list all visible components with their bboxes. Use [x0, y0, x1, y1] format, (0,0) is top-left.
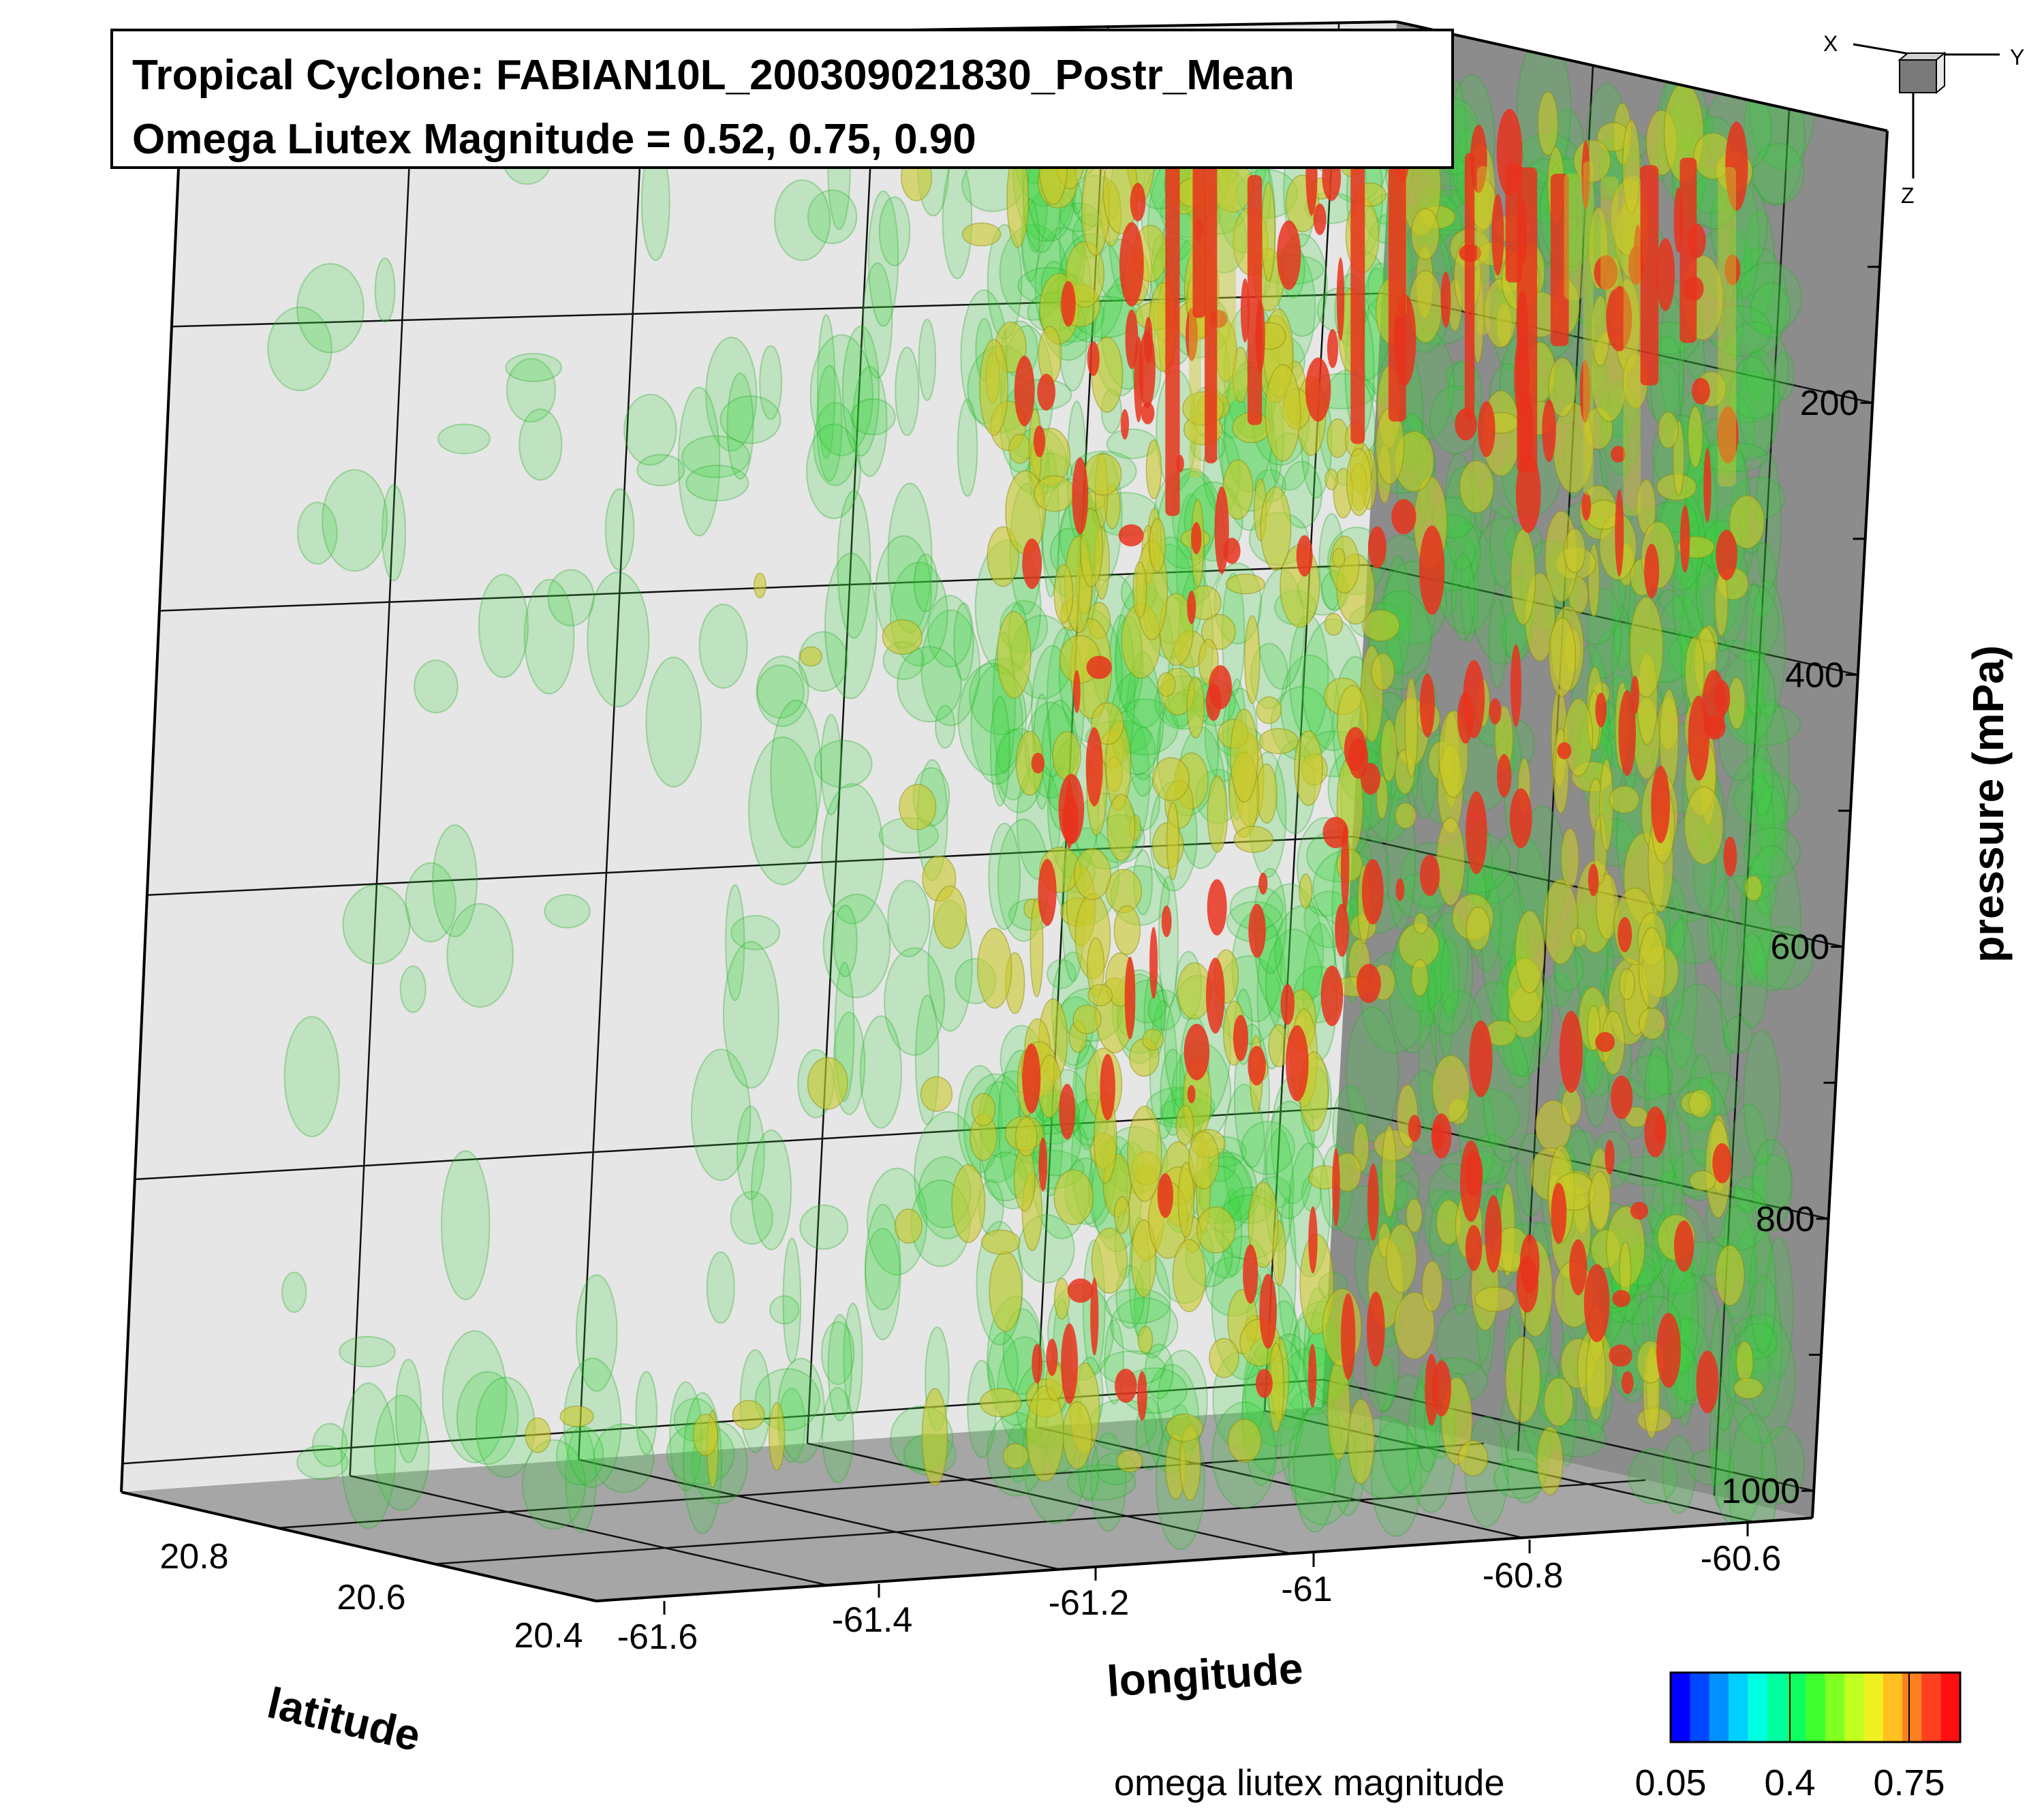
chart-subtitle: Omega Liutex Magnitude = 0.52, 0.75, 0.9…: [132, 116, 976, 163]
floor-grid-line: [350, 1474, 829, 1586]
colorbar-swatch: [1844, 1673, 1864, 1742]
latitude-axis-title: latitude: [263, 1678, 425, 1760]
colorbar-tick-label: 0.4: [1764, 1762, 1815, 1803]
latitude-tick-label: 20.8: [159, 1537, 228, 1577]
longitude-grid-line: [806, 30, 878, 1444]
orientation-triad: X Y Z: [1823, 31, 2024, 208]
longitude-axis-title: longitude: [1105, 1643, 1304, 1706]
longitude-grid-line: [1263, 22, 1340, 1412]
floor-plane: [121, 1407, 1812, 1601]
pressure-grid-line: [134, 1107, 1829, 1220]
longitude-tick-label: -61: [1281, 1570, 1332, 1609]
triad-x-label: X: [1823, 31, 1838, 56]
colorbar-swatch: [1921, 1673, 1942, 1742]
colorbar-tick-label: 0.75: [1873, 1762, 1945, 1803]
latitude-tick-label: 20.6: [337, 1578, 405, 1617]
floor-grid-line: [434, 1479, 1646, 1565]
pressure-axis-title: pressure (mPa): [1964, 645, 2013, 963]
colorbar-swatch: [1767, 1673, 1787, 1742]
pressure-tick-label: 1000: [1721, 1472, 1800, 1511]
pressure-grid-line: [122, 1378, 1814, 1492]
colorbar-swatch: [1671, 1673, 1690, 1742]
colorbar-swatch: [1729, 1673, 1748, 1742]
colorbar-swatch: [1690, 1673, 1710, 1742]
floor-grid-line: [1036, 1426, 1523, 1539]
pressure-tick-label: 600: [1771, 928, 1830, 967]
colorbar-swatch: [1940, 1673, 1961, 1742]
chart-title: Tropical Cyclone: FABIAN10L_200309021830…: [132, 52, 1295, 99]
triad-z-label: Z: [1901, 183, 1915, 208]
triad-cube-icon: [1899, 59, 1937, 93]
title-box: Tropical Cyclone: FABIAN10L_200309021830…: [110, 29, 1454, 169]
longitude-tick-label: -61.2: [1049, 1583, 1130, 1623]
colorbar-swatch: [1709, 1673, 1729, 1742]
triad-y-label: Y: [2010, 45, 2024, 69]
colorbar-swatch: [1883, 1673, 1903, 1742]
pressure-tick-label: 400: [1785, 655, 1844, 695]
longitude-grid-line: [577, 34, 647, 1460]
longitude-tick-label: -60.6: [1701, 1539, 1782, 1579]
pressure-tick-label: 200: [1800, 384, 1859, 423]
colorbar: [1669, 1671, 1962, 1743]
longitude-tick-label: -60.8: [1483, 1556, 1564, 1596]
colorbar-swatch: [1863, 1673, 1884, 1742]
axis-ticks: 200 400 600 800 1000 -61.6 -61.4 -61.2 -61 -60.8 -…: [159, 266, 1880, 1657]
colorbar-swatch: [1748, 1673, 1768, 1742]
colorbar-swatch: [1806, 1673, 1826, 1742]
back-wall: [121, 22, 1397, 1492]
colorbar-swatch: [1825, 1673, 1845, 1742]
longitude-tick-label: -61.6: [617, 1617, 698, 1657]
longitude-tick-label: -61.4: [832, 1600, 913, 1640]
floor-grid-line: [578, 1459, 1060, 1570]
colorbar-ticks: 0.05 0.4 0.75: [1635, 1673, 1945, 1803]
longitude-grid-line: [349, 38, 416, 1476]
pressure-tick-label: 800: [1756, 1200, 1815, 1239]
colorbar-swatch: [1902, 1673, 1922, 1742]
colorbar-tick-label: 0.05: [1635, 1762, 1706, 1803]
colorbar-label: omega liutex magnitude: [1114, 1762, 1504, 1803]
latitude-tick-label: 20.4: [514, 1616, 583, 1656]
floor-grid-line: [807, 1442, 1292, 1555]
floor-grid-line: [277, 1442, 1484, 1529]
